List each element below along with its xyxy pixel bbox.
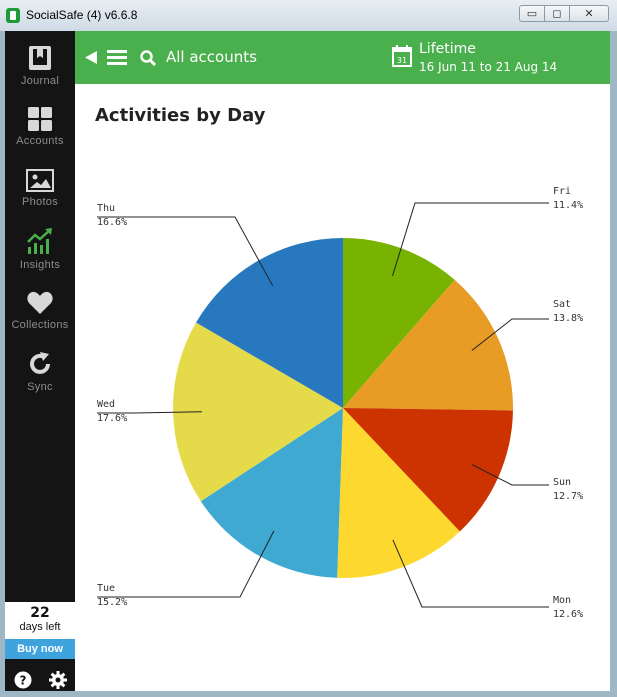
- slice-label-wed: Wed: [97, 399, 115, 410]
- sidebar-item-label: Photos: [21, 196, 59, 208]
- slice-percent-wed: 17.6%: [97, 413, 127, 424]
- app-logo-icon: [6, 8, 20, 23]
- sidebar-item-label: Sync: [27, 381, 53, 393]
- calendar-day: 31: [397, 56, 407, 65]
- slice-percent-sun: 12.7%: [553, 491, 583, 502]
- leader-line-fri: [392, 202, 549, 277]
- help-icon[interactable]: ?: [14, 671, 32, 689]
- calendar-icon[interactable]: 31: [392, 45, 412, 67]
- sidebar-item-sync[interactable]: Sync: [5, 351, 75, 393]
- sidebar-item-accounts[interactable]: Accounts: [5, 107, 75, 147]
- chart-up-icon: [27, 228, 52, 254]
- leader-line-mon: [392, 539, 549, 608]
- pie-slice-sat[interactable]: [343, 279, 513, 411]
- pie-slice-mon[interactable]: [337, 408, 460, 578]
- journal-icon: [29, 46, 51, 70]
- gear-icon[interactable]: [49, 671, 67, 689]
- slice-label-sun: Sun: [553, 477, 571, 488]
- trial-days-count: 22: [30, 605, 50, 621]
- slice-label-mon: Mon: [553, 595, 571, 606]
- pie-chart: Fri 11.4% Sat 13.8% Sun 12.7% Mon 12.6% Tue 15.2%…: [97, 186, 583, 620]
- trial-status: 22 days left: [5, 602, 75, 639]
- sidebar-item-journal[interactable]: Journal: [5, 45, 75, 87]
- main-panel: All accounts 31 Lifetime 16 Jun 11 to 21…: [75, 31, 610, 691]
- sidebar-item-label: Journal: [20, 75, 60, 87]
- slice-percent-thu: 16.6%: [97, 217, 127, 228]
- slice-label-thu: Thu: [97, 203, 115, 214]
- slice-label-tue: Tue: [97, 583, 115, 594]
- grid-icon: [28, 107, 52, 131]
- sidebar-item-label: Accounts: [16, 135, 64, 147]
- sidebar-item-collections[interactable]: Collections: [5, 291, 75, 331]
- sidebar-item-label: Collections: [11, 319, 69, 331]
- window-controls: ▭ ◻ ✕: [519, 5, 609, 22]
- date-range-title[interactable]: Lifetime: [419, 41, 476, 57]
- sidebar: Journal Accounts Photos Insights: [5, 31, 75, 691]
- trial-days-label: days left: [19, 621, 61, 633]
- leader-line-tue: [97, 530, 275, 598]
- slice-label-sat: Sat: [553, 299, 571, 310]
- heart-icon: [27, 291, 53, 314]
- sidebar-item-insights[interactable]: Insights: [5, 227, 75, 271]
- window-titlebar: SocialSafe (4) v6.6.8 ▭ ◻ ✕: [0, 0, 617, 31]
- minimize-button[interactable]: ▭: [519, 5, 545, 22]
- slice-percent-mon: 12.6%: [553, 609, 583, 620]
- leader-line-sat: [471, 318, 549, 351]
- pie-slice-wed[interactable]: [173, 322, 343, 502]
- pie-slice-thu[interactable]: [196, 238, 343, 408]
- buy-now-button[interactable]: Buy now: [5, 639, 75, 659]
- slice-label-fri: Fri: [553, 186, 571, 197]
- sync-icon: [30, 352, 50, 374]
- maximize-button[interactable]: ◻: [544, 5, 570, 22]
- slice-percent-fri: 11.4%: [553, 200, 583, 211]
- sidebar-item-label: Insights: [19, 259, 61, 271]
- search-icon[interactable]: [140, 50, 156, 66]
- sidebar-item-photos[interactable]: Photos: [5, 169, 75, 208]
- back-arrow-icon[interactable]: [85, 51, 97, 64]
- top-bar: All accounts 31 Lifetime 16 Jun 11 to 21…: [75, 31, 610, 84]
- pie-slice-fri[interactable]: [343, 238, 455, 408]
- page-title: Activities by Day: [95, 105, 266, 126]
- pie-slice-tue[interactable]: [200, 408, 343, 578]
- pie-slice-sun[interactable]: [343, 408, 513, 532]
- photo-icon: [26, 169, 54, 192]
- leader-line-sun: [471, 464, 549, 486]
- window-title: SocialSafe (4) v6.6.8: [26, 8, 138, 22]
- leader-line-wed: [97, 411, 202, 414]
- accounts-selector[interactable]: All accounts: [166, 48, 257, 66]
- close-button[interactable]: ✕: [569, 5, 609, 22]
- date-range-dates[interactable]: 16 Jun 11 to 21 Aug 14: [419, 60, 558, 74]
- slice-percent-sat: 13.8%: [553, 313, 583, 324]
- menu-icon[interactable]: [107, 50, 127, 65]
- svg-text:?: ?: [20, 674, 27, 688]
- leader-line-thu: [97, 216, 274, 286]
- slice-percent-tue: 15.2%: [97, 597, 127, 608]
